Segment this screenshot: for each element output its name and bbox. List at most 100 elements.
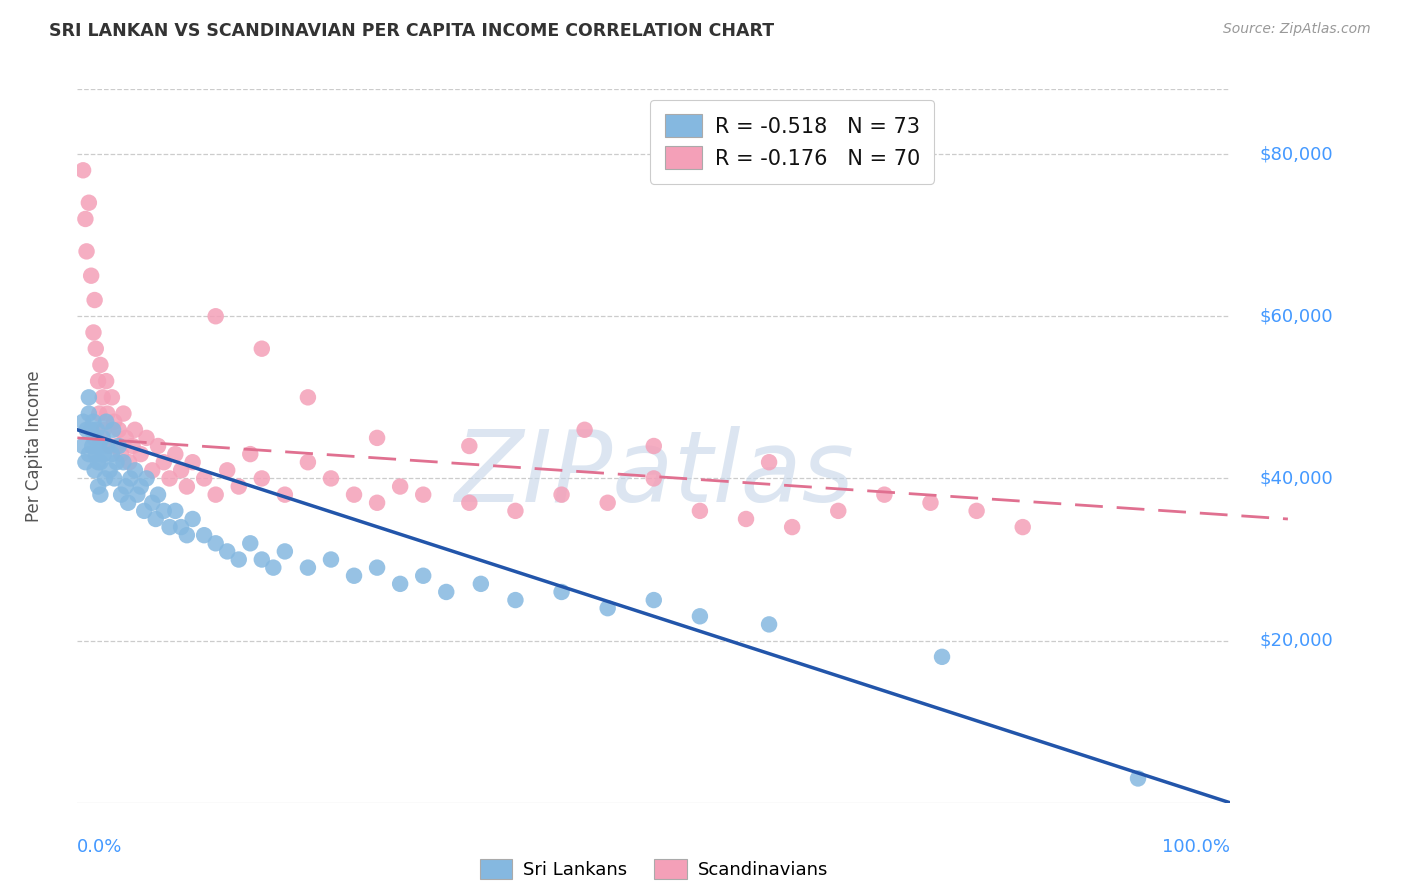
Point — [274, 488, 297, 502]
Point — [966, 504, 988, 518]
Point — [96, 374, 118, 388]
Point — [98, 463, 121, 477]
Text: SRI LANKAN VS SCANDINAVIAN PER CAPITA INCOME CORRELATION CHART: SRI LANKAN VS SCANDINAVIAN PER CAPITA IN… — [49, 22, 775, 40]
Point — [141, 463, 163, 477]
Point — [366, 496, 388, 510]
Point — [112, 455, 135, 469]
Point — [274, 544, 297, 558]
Point — [176, 479, 198, 493]
Point — [72, 439, 94, 453]
Point — [758, 617, 780, 632]
Point — [366, 431, 388, 445]
Legend: Sri Lankans, Scandinavians: Sri Lankans, Scandinavians — [472, 852, 835, 887]
Point — [91, 431, 114, 445]
Point — [193, 471, 215, 485]
Point — [146, 488, 169, 502]
Point — [112, 407, 135, 421]
Text: $60,000: $60,000 — [1260, 307, 1333, 326]
Point — [80, 268, 103, 283]
Point — [129, 479, 152, 493]
Point — [217, 544, 239, 558]
Point — [434, 585, 457, 599]
Text: Per Capita Income: Per Capita Income — [24, 370, 42, 522]
Point — [77, 390, 100, 404]
Point — [217, 463, 239, 477]
Point — [689, 504, 711, 518]
Point — [114, 479, 136, 493]
Point — [758, 455, 780, 469]
Point — [250, 471, 273, 485]
Point — [84, 447, 107, 461]
Point — [574, 423, 596, 437]
Point — [389, 577, 412, 591]
Text: $20,000: $20,000 — [1260, 632, 1333, 649]
Point — [153, 504, 174, 518]
Point — [135, 471, 157, 485]
Point — [103, 415, 125, 429]
Point — [153, 455, 174, 469]
Point — [96, 407, 118, 421]
Point — [250, 342, 273, 356]
Point — [121, 439, 143, 453]
Text: 100.0%: 100.0% — [1163, 838, 1230, 856]
Point — [87, 479, 110, 493]
Point — [105, 439, 128, 453]
Point — [643, 593, 665, 607]
Point — [77, 195, 100, 210]
Point — [596, 601, 619, 615]
Point — [181, 455, 204, 469]
Point — [101, 423, 124, 437]
Point — [134, 504, 156, 518]
Point — [389, 479, 412, 493]
Text: ZIPatlas: ZIPatlas — [454, 426, 853, 523]
Point — [228, 479, 250, 493]
Point — [75, 455, 97, 469]
Point — [873, 488, 896, 502]
Point — [170, 463, 193, 477]
Point — [93, 423, 115, 437]
Point — [1126, 772, 1149, 786]
Point — [93, 447, 115, 461]
Point — [170, 520, 193, 534]
Point — [83, 431, 105, 445]
Point — [120, 471, 142, 485]
Point — [931, 649, 953, 664]
Point — [77, 407, 100, 421]
Point — [505, 504, 527, 518]
Point — [82, 415, 104, 429]
Point — [193, 528, 215, 542]
Point — [84, 342, 107, 356]
Point — [77, 447, 100, 461]
Point — [159, 520, 181, 534]
Point — [181, 512, 204, 526]
Point — [470, 577, 492, 591]
Point — [458, 496, 481, 510]
Point — [145, 512, 167, 526]
Point — [91, 390, 114, 404]
Point — [204, 488, 226, 502]
Point — [297, 455, 319, 469]
Point — [101, 390, 124, 404]
Point — [76, 244, 98, 259]
Point — [319, 471, 342, 485]
Point — [146, 439, 169, 453]
Point — [127, 488, 149, 502]
Point — [1011, 520, 1033, 534]
Point — [96, 439, 118, 453]
Point — [110, 447, 132, 461]
Point — [343, 488, 366, 502]
Point — [204, 310, 226, 324]
Point — [319, 552, 342, 566]
Point — [82, 326, 104, 340]
Point — [124, 423, 146, 437]
Point — [159, 471, 181, 485]
Point — [75, 211, 97, 226]
Point — [412, 488, 434, 502]
Point — [80, 423, 103, 437]
Point — [89, 488, 111, 502]
Point — [86, 423, 108, 437]
Point — [141, 496, 163, 510]
Point — [114, 431, 136, 445]
Point — [72, 415, 94, 429]
Point — [780, 520, 803, 534]
